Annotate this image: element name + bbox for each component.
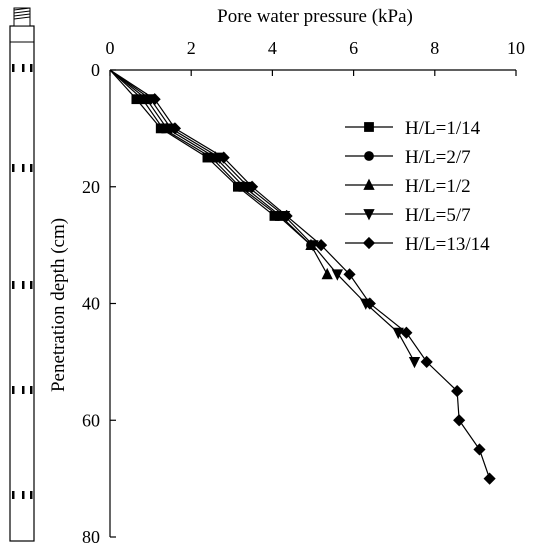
legend-label: H/L=13/14 xyxy=(405,234,490,255)
data-point xyxy=(392,327,404,340)
probe-sensor-mark xyxy=(30,64,33,72)
plot-area xyxy=(109,69,496,485)
data-point xyxy=(331,269,344,281)
legend-marker xyxy=(363,209,375,221)
data-point xyxy=(217,151,230,164)
legend-item: H/L=1/2 xyxy=(345,176,471,197)
legend-label: H/L=5/7 xyxy=(405,205,471,226)
data-point xyxy=(148,93,161,106)
legend: H/L=1/14 H/L=2/7 H/L=1/2 H/L=5/7 H/L=13/14 xyxy=(345,118,490,255)
y-tick-label: 20 xyxy=(82,177,100,197)
probe-sensor-mark xyxy=(12,164,15,172)
probe-sensor-mark xyxy=(30,491,33,499)
legend-item: H/L=13/14 xyxy=(345,234,490,255)
probe-sensor-mark xyxy=(30,281,33,289)
data-point xyxy=(453,414,466,427)
x-tick-label: 10 xyxy=(507,38,525,58)
data-point xyxy=(451,384,464,398)
series-5 xyxy=(109,69,496,485)
x-tick-label: 8 xyxy=(430,38,439,58)
probe-sensor-mark xyxy=(12,64,15,72)
probe-sensor-mark xyxy=(30,164,33,172)
y-axis-label: Penetration depth (cm) xyxy=(48,218,69,392)
legend-item: H/L=5/7 xyxy=(345,205,471,226)
y-tick-label: 80 xyxy=(82,527,100,547)
probe-sensors xyxy=(12,64,33,499)
data-point xyxy=(343,268,356,281)
probe-tip-hatch xyxy=(13,7,31,20)
data-point xyxy=(307,240,319,252)
probe-sensor-mark xyxy=(12,386,15,394)
legend-marker xyxy=(364,122,374,132)
x-axis-label: Pore water pressure (kPa) xyxy=(217,6,413,27)
y-tick-label: 40 xyxy=(82,294,100,314)
x-tick-label: 6 xyxy=(349,38,358,58)
probe-sensor-mark xyxy=(30,386,33,394)
data-point xyxy=(246,180,259,193)
legend-label: H/L=2/7 xyxy=(405,147,471,168)
data-point xyxy=(483,472,496,485)
probe-sensor-mark xyxy=(12,281,15,289)
data-point xyxy=(168,122,182,135)
data-point xyxy=(400,326,413,339)
x-tick-label: 2 xyxy=(187,38,196,58)
x-tick-label: 4 xyxy=(268,38,277,58)
probe-sensor-mark xyxy=(22,491,25,499)
data-point xyxy=(321,267,333,280)
probe-sensor-mark xyxy=(22,281,25,289)
legend-marker xyxy=(362,236,376,250)
data-point xyxy=(315,239,328,252)
y-tick-label: 0 xyxy=(91,60,100,80)
legend-marker xyxy=(363,178,375,190)
data-point xyxy=(408,356,421,369)
series-4 xyxy=(109,69,421,369)
probe-sensor-mark xyxy=(22,64,25,72)
legend-label: H/L=1/2 xyxy=(405,176,471,197)
probe-sensor-mark xyxy=(22,386,25,394)
x-tick-label: 0 xyxy=(106,38,115,58)
data-point xyxy=(420,355,433,368)
legend-label: H/L=1/14 xyxy=(405,118,481,139)
legend-item: H/L=1/14 xyxy=(345,118,481,139)
legend-marker xyxy=(364,151,374,161)
data-point xyxy=(473,443,486,456)
data-point xyxy=(280,209,293,223)
series-3 xyxy=(109,69,333,280)
y-tick-label: 60 xyxy=(82,410,100,430)
probe-schematic xyxy=(9,7,35,542)
data-point xyxy=(363,297,376,310)
axes: 0 2 4 6 8 10 0 20 40 60 80 xyxy=(82,38,525,547)
probe-sensor-mark xyxy=(12,491,15,499)
legend-item: H/L=2/7 xyxy=(345,147,471,168)
probe-sensor-mark xyxy=(22,164,25,172)
